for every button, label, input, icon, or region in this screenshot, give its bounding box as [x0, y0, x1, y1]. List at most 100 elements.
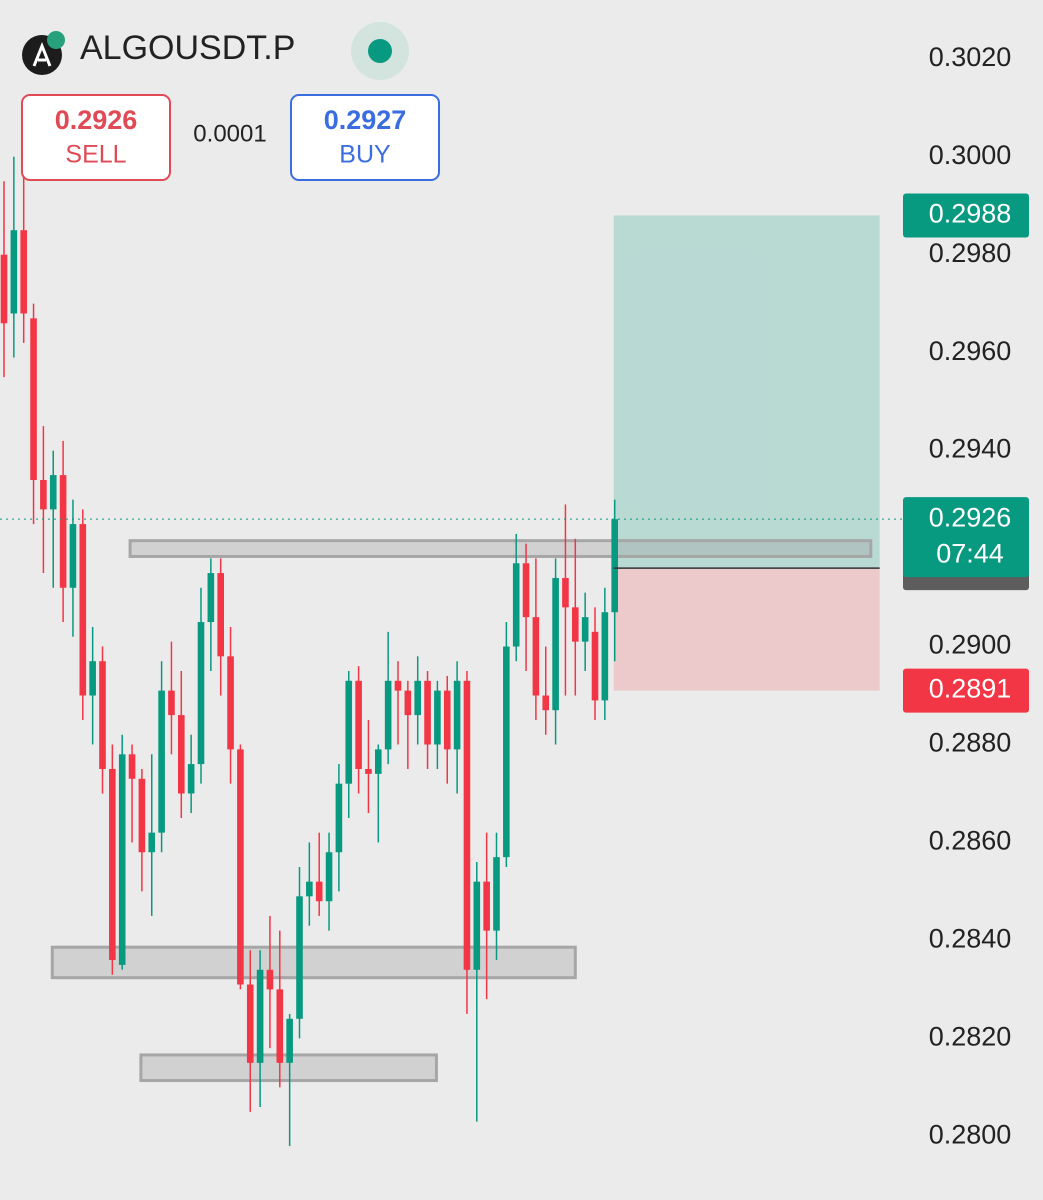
overlay: ALGOUSDT.P 0.2926 SELL 0.0001 0.2927 BUY	[21, 22, 440, 181]
candle-body	[424, 680, 431, 745]
candle-body	[227, 656, 234, 750]
plot-area: 0.2800 0.2820 0.2840 0.2860 0.2880 0.2900 0.29…	[0, 42, 1029, 1149]
candle-body	[246, 984, 254, 1063]
candle-body	[79, 524, 87, 696]
stop-badge-text: 0.2891	[929, 674, 1012, 704]
candle-body	[355, 680, 362, 769]
target-badge-text: 0.2988	[929, 199, 1012, 229]
candle-body	[276, 989, 284, 1063]
candle-body	[581, 617, 589, 642]
y-tick-label: 0.2940	[929, 434, 1012, 464]
target-zone	[613, 215, 880, 569]
candle-body	[296, 896, 303, 1019]
candle-body	[443, 690, 451, 750]
candle-body	[315, 881, 323, 902]
support-zone	[128, 539, 873, 558]
candle-body	[562, 577, 569, 608]
y-tick-label: 0.3000	[929, 140, 1012, 170]
candle-body	[542, 695, 550, 711]
candle-body	[552, 577, 559, 711]
spread: 0.0001	[193, 120, 266, 147]
y-tick-label: 0.2900	[929, 630, 1012, 660]
candle-body	[493, 857, 500, 931]
candle-body	[118, 754, 126, 965]
target-badge	[903, 193, 1029, 238]
candle-body	[69, 524, 77, 588]
buy-price: 0.2927	[324, 105, 407, 135]
quote-logo	[47, 31, 65, 49]
y-tick-label: 0.2860	[929, 826, 1012, 856]
candle-body	[611, 519, 618, 613]
candle-body	[20, 230, 27, 314]
candle-body	[178, 715, 185, 794]
candle-body	[30, 318, 37, 480]
y-tick-label: 0.2980	[929, 238, 1012, 268]
y-tick-label: 0.2880	[929, 728, 1012, 758]
candle-body	[306, 881, 313, 897]
candle-body	[365, 768, 372, 774]
candle-body	[572, 607, 579, 642]
candle-body	[207, 573, 215, 623]
candle-body	[453, 680, 461, 750]
candle-body	[49, 475, 57, 510]
candle-body	[483, 881, 490, 931]
candle-body	[522, 563, 530, 618]
y-tick-label: 0.3020	[929, 42, 1012, 72]
sell-price: 0.2926	[55, 105, 138, 135]
candle-body	[325, 852, 333, 902]
candle-body	[138, 778, 146, 853]
candle-body	[266, 969, 274, 990]
candle-body	[40, 480, 47, 510]
candle-body	[601, 612, 609, 701]
candle-body	[109, 768, 116, 960]
stop-zone	[613, 568, 880, 691]
candle-body	[99, 661, 106, 769]
candle-body	[473, 881, 481, 970]
market-status-dot	[368, 39, 392, 63]
candle-body	[197, 622, 205, 765]
candle-body	[384, 680, 392, 750]
candle-body	[158, 690, 165, 833]
candle-body	[187, 764, 195, 794]
candle-body	[0, 254, 8, 324]
sell-label: SELL	[65, 141, 126, 169]
candle-body	[217, 573, 224, 657]
symbol-title: ALGOUSDT.P	[80, 29, 295, 67]
candle-body	[512, 563, 520, 647]
last-price-badge	[903, 497, 1029, 578]
candle-body	[404, 690, 412, 716]
candle-body	[128, 754, 136, 779]
candle-body	[532, 617, 540, 696]
candle-body	[10, 230, 18, 314]
candle-body	[463, 680, 471, 970]
candle-body	[394, 680, 402, 691]
y-tick-label: 0.2800	[929, 1119, 1012, 1149]
y-tick-label: 0.2840	[929, 924, 1012, 954]
buy-button[interactable]	[290, 94, 440, 181]
candle-body	[375, 749, 382, 774]
y-tick-label: 0.2960	[929, 336, 1012, 366]
candle-body	[256, 969, 264, 1063]
buy-label: BUY	[339, 141, 391, 169]
candle-body	[89, 661, 96, 696]
candle-body	[168, 690, 175, 716]
y-tick-label: 0.2820	[929, 1021, 1012, 1051]
candle-body	[335, 783, 343, 853]
sell-button[interactable]	[21, 94, 171, 181]
candle-body	[591, 631, 599, 701]
last-price-badge-text: 0.2926	[929, 502, 1012, 532]
candle-body	[237, 749, 244, 985]
candle-body	[503, 646, 510, 858]
candle-body	[148, 832, 156, 853]
candle-body	[345, 680, 353, 784]
support-zone	[50, 945, 577, 980]
candle-body	[59, 475, 67, 588]
candle-body	[414, 680, 421, 716]
logo-glyph	[32, 41, 52, 67]
candle-body	[434, 690, 441, 745]
last-price-badge-text: 07:44	[936, 538, 1004, 568]
stop-badge	[903, 668, 1029, 713]
candle-body	[286, 1018, 293, 1063]
